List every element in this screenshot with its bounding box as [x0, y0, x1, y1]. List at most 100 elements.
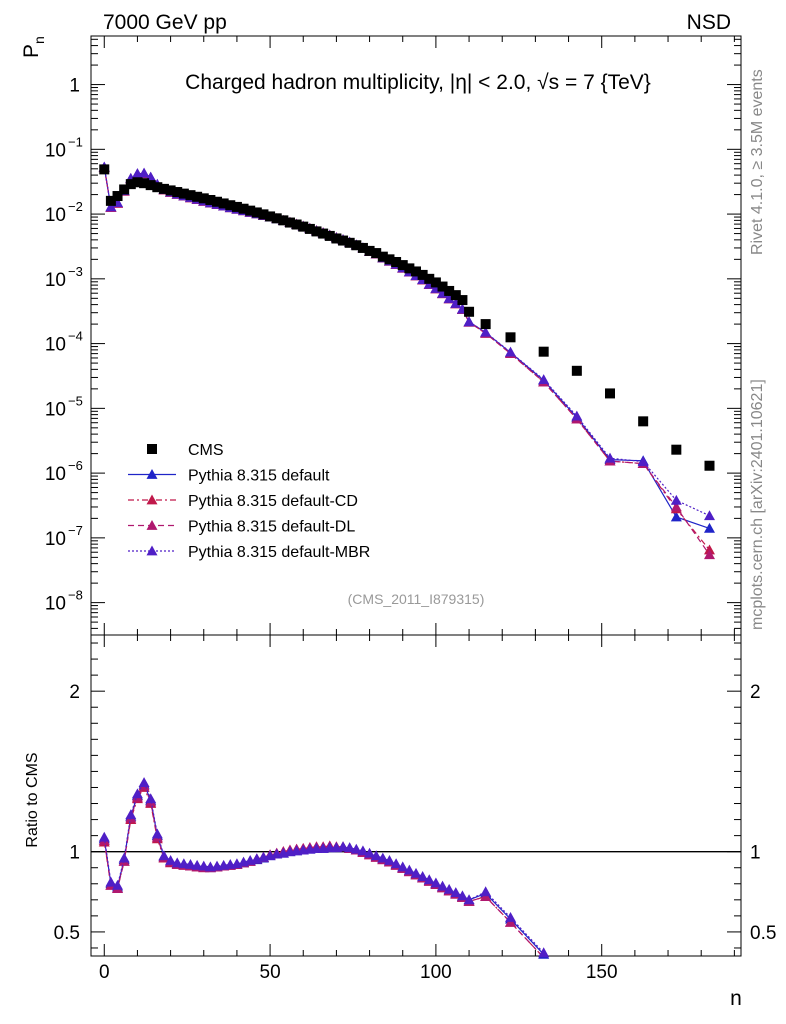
cms-data-point [165, 185, 176, 196]
legend-marker-triangle [146, 494, 158, 505]
ratio-point-mbr [350, 843, 362, 854]
y-tick-label-ratio: 0.5 [54, 923, 80, 944]
cms-data-point [99, 164, 110, 175]
y-tick-label-ratio: 2 [69, 682, 80, 703]
cms-data-point [444, 285, 455, 296]
ratio-point-mbr [423, 874, 435, 885]
mc-point-mbr [463, 316, 475, 327]
y-tick-label-main: 10 [45, 270, 66, 291]
ratio-point-mbr [105, 876, 117, 887]
cms-data-point [172, 187, 183, 198]
ratio-point-mbr [370, 850, 382, 861]
ratio-point-mbr [145, 793, 157, 804]
cms-data-point [411, 266, 421, 277]
y-tick-label-main-exponent: −1 [68, 134, 83, 149]
cms-data-point [271, 213, 282, 224]
ratio-point-mbr [377, 852, 389, 863]
cms-data-point [331, 233, 342, 244]
ratio-line-mbr [103, 781, 548, 957]
axis-ticks [91, 36, 741, 956]
y-axis-title-ratio: Ratio to CMS [24, 752, 41, 847]
ratio-point-mbr [131, 788, 143, 799]
mc-point-default [703, 522, 715, 533]
cms-data-point [605, 388, 616, 399]
cms-data-point [139, 178, 150, 189]
y-tick-label-main: 10 [45, 464, 66, 485]
cms-data-point [152, 182, 163, 193]
cms-data-point [298, 221, 309, 232]
y-axis-title-main: P n [20, 36, 47, 58]
cms-data-point [185, 190, 196, 201]
ratio-point-mbr [463, 894, 475, 905]
cms-data-point [238, 203, 249, 214]
ratio-point-mbr [191, 859, 203, 870]
cms-data-point [265, 211, 276, 222]
ratio-point-mbr [158, 850, 170, 861]
ratio-point-mbr [538, 947, 550, 958]
header-left: 7000 GeV pp [103, 11, 227, 34]
ratio-line-cd [103, 786, 543, 957]
cms-data-point [198, 193, 209, 204]
cms-data-point [457, 295, 468, 306]
cms-data-point [437, 281, 448, 292]
ratio-point-mbr [480, 886, 492, 897]
ratio-series [98, 777, 550, 959]
cms-data-point [704, 460, 715, 471]
cms-data-point [132, 177, 143, 188]
ratio-point-mbr [165, 855, 177, 865]
ratio-point-mbr [171, 857, 183, 868]
cms-data-point [424, 273, 435, 284]
mc-point-mbr [505, 346, 517, 357]
mc-point-mbr [138, 167, 150, 178]
ratio-line-dl [103, 784, 543, 957]
legend-label: CMS [188, 442, 224, 459]
y-tick-label-main-exponent: −4 [68, 329, 83, 344]
cms-data-point [245, 205, 256, 216]
mc-line-mbr [103, 166, 710, 517]
ratio-point-mbr [357, 845, 369, 856]
cms-data-point [311, 226, 322, 237]
mc-point-mbr [443, 292, 455, 303]
ratio-point-mbr [337, 841, 349, 852]
mc-point-mbr [670, 494, 682, 505]
y-tick-label-ratio-right: 2 [750, 682, 761, 703]
mc-point-mbr [571, 410, 583, 421]
legend-label: Pythia 8.315 default-MBR [188, 544, 370, 561]
y-tick-label-main: 10 [45, 529, 66, 550]
mc-point-dl [670, 501, 682, 512]
y-tick-label-main-exponent: −6 [68, 458, 83, 473]
legend-marker-cms [147, 444, 157, 454]
cms-data-point [158, 183, 169, 194]
main-series [98, 161, 715, 560]
cms-data-point [344, 237, 355, 248]
cms-data-point [284, 217, 295, 228]
ratio-point-mbr [443, 883, 455, 894]
cms-data-point [278, 215, 289, 226]
y-tick-label-main: 10 [45, 335, 66, 356]
ratio-point-mbr [112, 879, 124, 890]
ratio-point-mbr [184, 859, 196, 869]
ratio-point-mbr [198, 860, 210, 871]
axis-tick-labels: 0 50 100 150110−110−210−310−410−510−610−710… [45, 76, 777, 983]
mcplots-reference-label: mcplots.cern.ch [arXiv:2401.10621] [749, 379, 766, 630]
ratio-plot-frame [90, 634, 742, 957]
ratio-point-mbr [430, 877, 442, 888]
rivet-version-label: Rivet 4.1.0, ≥ 3.5M events [749, 69, 766, 255]
cms-data-point [371, 248, 382, 259]
ratio-point-mbr [390, 858, 402, 869]
mc-point-default [670, 511, 682, 522]
cms-data-point [638, 416, 649, 427]
cms-data-point [338, 235, 349, 246]
cms-data-point [205, 194, 216, 205]
x-tick-label: 150 [586, 962, 618, 983]
legend-marker-triangle [146, 545, 158, 556]
ratio-point-mbr [344, 842, 356, 853]
legend: CMS Pythia 8.315 default Pythia 8.315 defa… [128, 442, 370, 561]
x-tick-label: 50 [260, 962, 281, 983]
y-tick-label-ratio-right: 0.5 [750, 923, 776, 944]
ratio-point-mbr [364, 847, 376, 858]
legend-marker-triangle [146, 520, 158, 530]
mc-point-mbr [105, 201, 117, 212]
cms-data-point [351, 240, 362, 251]
